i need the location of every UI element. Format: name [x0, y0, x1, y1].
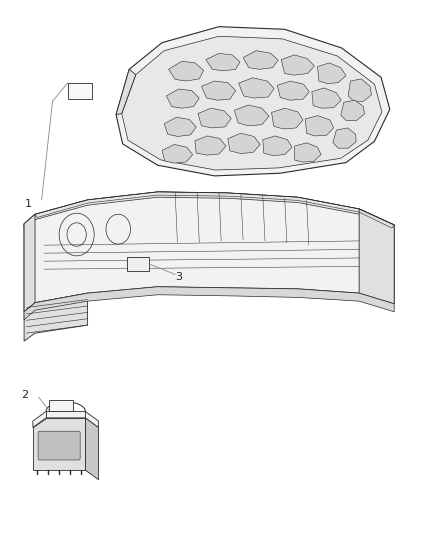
Polygon shape: [24, 192, 394, 230]
Polygon shape: [24, 214, 35, 312]
Polygon shape: [348, 79, 371, 101]
Polygon shape: [122, 36, 382, 170]
Polygon shape: [281, 55, 314, 75]
Polygon shape: [201, 81, 236, 100]
Polygon shape: [116, 69, 136, 115]
Polygon shape: [294, 143, 321, 162]
Polygon shape: [239, 78, 274, 98]
Polygon shape: [277, 81, 309, 100]
Polygon shape: [263, 136, 292, 156]
Polygon shape: [234, 105, 269, 126]
Bar: [49, 400, 73, 411]
Polygon shape: [33, 418, 85, 470]
Polygon shape: [24, 192, 394, 312]
Text: 1: 1: [25, 199, 32, 208]
Polygon shape: [305, 116, 334, 136]
Polygon shape: [243, 51, 278, 69]
Polygon shape: [228, 133, 260, 154]
Polygon shape: [116, 27, 390, 176]
Polygon shape: [166, 89, 199, 108]
Text: 2: 2: [21, 391, 28, 400]
Polygon shape: [341, 100, 364, 120]
Polygon shape: [198, 108, 231, 128]
Polygon shape: [85, 418, 99, 480]
Polygon shape: [24, 293, 88, 341]
Polygon shape: [164, 117, 196, 136]
Polygon shape: [206, 53, 240, 71]
Polygon shape: [333, 128, 356, 148]
Bar: [68, 83, 92, 99]
Polygon shape: [24, 287, 394, 320]
Polygon shape: [169, 61, 204, 81]
Polygon shape: [312, 88, 341, 108]
FancyBboxPatch shape: [38, 431, 80, 460]
Text: 3: 3: [175, 272, 182, 282]
Bar: [127, 257, 149, 271]
Polygon shape: [162, 144, 193, 163]
Polygon shape: [272, 108, 303, 129]
Polygon shape: [318, 63, 346, 84]
Polygon shape: [195, 136, 226, 155]
Polygon shape: [359, 209, 394, 304]
Polygon shape: [33, 411, 99, 427]
